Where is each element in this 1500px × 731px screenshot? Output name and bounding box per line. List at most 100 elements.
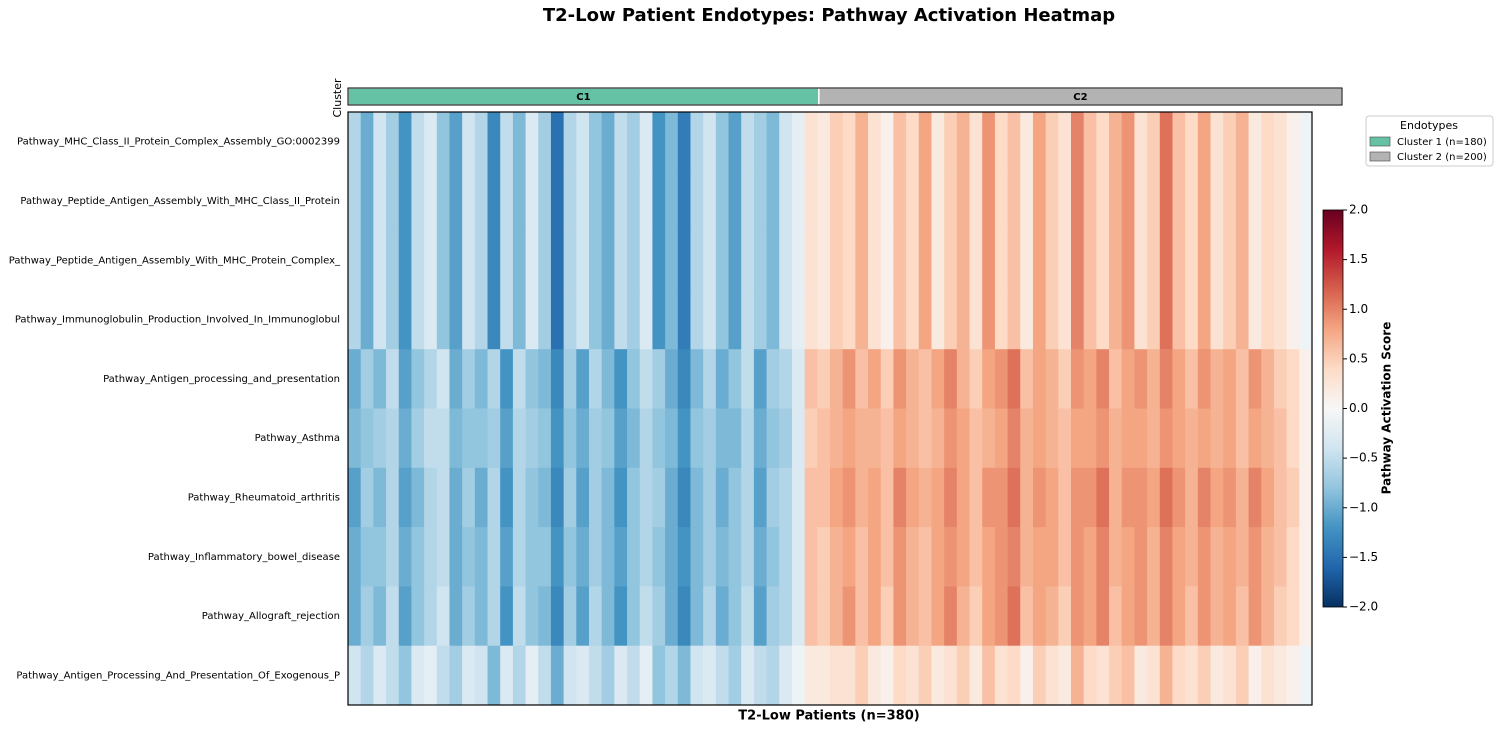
heatmap-cell	[1299, 349, 1313, 409]
heatmap-cell	[931, 467, 945, 528]
heatmap-cell	[779, 408, 793, 469]
heatmap-cell	[538, 349, 552, 409]
colorbar-tick-label: −2.0	[1349, 600, 1378, 614]
heatmap-cell	[855, 349, 869, 409]
heatmap-cell	[373, 527, 387, 587]
heatmap-cell	[880, 645, 894, 706]
heatmap-cell	[424, 349, 438, 409]
heatmap-cell	[1299, 408, 1313, 469]
heatmap-cell	[969, 171, 983, 231]
heatmap-cell	[462, 112, 476, 172]
heatmap-cell	[791, 171, 806, 231]
heatmap-cell	[1197, 527, 1211, 587]
heatmap-cell	[690, 408, 704, 469]
heatmap-cell	[652, 171, 666, 231]
heatmap-cell	[931, 230, 945, 291]
heatmap-cell	[1286, 171, 1300, 231]
heatmap-cell	[1147, 171, 1161, 231]
heatmap-cell	[728, 467, 742, 528]
heatmap-cell	[956, 112, 970, 172]
heatmap-cell	[424, 467, 438, 528]
heatmap-cell	[601, 349, 615, 409]
heatmap-cell	[728, 230, 742, 291]
heatmap-cell	[779, 645, 793, 706]
heatmap-cell	[1210, 112, 1224, 172]
heatmap-cell	[918, 171, 932, 231]
heatmap-cell	[817, 645, 831, 706]
heatmap-cell	[462, 408, 476, 469]
heatmap-cell	[1045, 586, 1059, 647]
heatmap-cell	[994, 408, 1008, 469]
heatmap-cell	[1286, 289, 1300, 350]
row-label: Pathway_Antigen_Processing_And_Presentat…	[16, 670, 340, 681]
heatmap-cell	[386, 171, 400, 231]
row-label: Pathway_Immunoglobulin_Production_Involv…	[15, 315, 340, 326]
heatmap-cell	[855, 408, 869, 469]
heatmap-cell	[1235, 289, 1249, 350]
heatmap-cell	[1071, 586, 1085, 647]
heatmap-cell	[994, 289, 1008, 350]
heatmap-cell	[677, 349, 691, 409]
colorbar-tick-label: 1.5	[1349, 252, 1368, 266]
heatmap-cell	[614, 230, 628, 291]
heatmap-cell	[1045, 467, 1059, 528]
heatmap-cell	[931, 527, 945, 587]
heatmap-cell	[1223, 527, 1237, 587]
heatmap-cell	[424, 527, 438, 587]
heatmap-cell	[1096, 112, 1110, 172]
heatmap-cell	[1071, 467, 1085, 528]
heatmap-cell	[1197, 230, 1211, 291]
heatmap-cell	[1197, 112, 1211, 172]
colorbar-label: Pathway Activation Score	[1380, 322, 1394, 495]
heatmap-cell	[1134, 171, 1148, 231]
heatmap-cell	[880, 112, 894, 172]
heatmap-cell	[779, 171, 793, 231]
heatmap-cell	[994, 230, 1008, 291]
heatmap-cell	[665, 527, 679, 587]
heatmap-cell	[1223, 586, 1237, 647]
heatmap-cell	[652, 586, 666, 647]
heatmap-cell	[918, 289, 932, 350]
heatmap-cell	[1020, 645, 1034, 706]
heatmap-cell	[360, 527, 374, 587]
heatmap-cell	[1273, 112, 1288, 172]
heatmap-cell	[956, 467, 970, 528]
heatmap-cell	[538, 586, 552, 647]
heatmap-cell	[741, 112, 755, 172]
heatmap-cell	[880, 171, 894, 231]
heatmap-cell	[1273, 527, 1288, 587]
heatmap-cell	[1248, 467, 1262, 528]
heatmap-cell	[1235, 645, 1249, 706]
heatmap-cell	[1058, 467, 1072, 528]
heatmap-cell	[868, 586, 882, 647]
colorbar-tick-label: 0.0	[1349, 401, 1368, 415]
heatmap-cell	[1261, 408, 1275, 469]
heatmap-cell	[994, 527, 1008, 587]
heatmap-cell	[601, 408, 615, 469]
heatmap-cell	[1045, 408, 1059, 469]
heatmap-cell	[1032, 289, 1047, 350]
heatmap-cell	[677, 112, 691, 172]
heatmap-cell	[373, 408, 387, 469]
heatmap-cell	[665, 408, 679, 469]
heatmap-cell	[500, 171, 514, 231]
heatmap-cell	[563, 467, 577, 528]
heatmap-cell	[424, 289, 438, 350]
heatmap-cell	[728, 586, 742, 647]
heatmap-cell	[1273, 408, 1288, 469]
heatmap-cell	[627, 289, 641, 350]
heatmap-cell	[550, 171, 565, 231]
heatmap-cell	[1248, 289, 1262, 350]
heatmap-cell	[893, 586, 907, 647]
heatmap-cell	[500, 527, 514, 587]
heatmap-cell	[348, 171, 362, 231]
heatmap-cell	[944, 645, 958, 706]
heatmap-cell	[1147, 586, 1161, 647]
heatmap-cell	[474, 645, 488, 706]
heatmap-cell	[1248, 171, 1262, 231]
heatmap-cell	[474, 230, 488, 291]
heatmap-cell	[1261, 112, 1275, 172]
heatmap-cell	[969, 408, 983, 469]
heatmap-cell	[842, 645, 856, 706]
heatmap-cell	[1286, 645, 1300, 706]
